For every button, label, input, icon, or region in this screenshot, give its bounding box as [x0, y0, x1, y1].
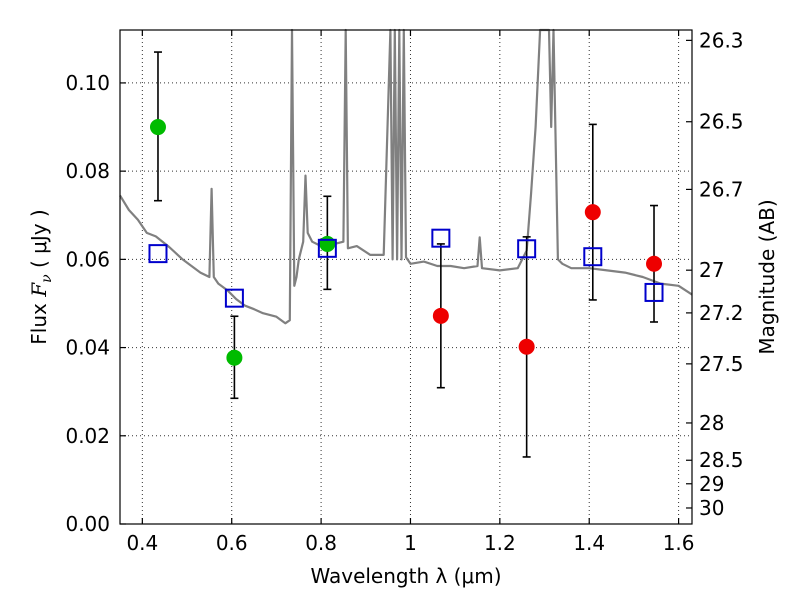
photometry-point: [646, 255, 663, 272]
y-tick-label: 0.06: [65, 247, 110, 271]
y-axis-label: Flux Fν ( μJy ): [27, 209, 55, 344]
model-band-square: [317, 238, 337, 258]
mag-tick-label: 28.5: [699, 448, 744, 472]
photometry-point: [149, 119, 166, 136]
mag-tick-label: 27: [699, 258, 724, 282]
y-tick-label: 0.00: [65, 512, 110, 536]
photometry-point: [432, 307, 449, 324]
model-spectrum-line: [119, 28, 693, 325]
data-points-layer: [148, 51, 664, 458]
y-axis-label-prefix: Flux: [27, 297, 51, 345]
mag-tick-label: 27.5: [699, 352, 744, 376]
x-tick-label: 1.4: [573, 531, 605, 555]
y-tick-label: 0.04: [65, 336, 110, 360]
x-axis-label: Wavelength λ (μm): [310, 564, 501, 588]
model-band-square: [644, 282, 664, 302]
y-tick-label: 0.02: [65, 424, 110, 448]
y2-axis-label: Magnitude (AB): [755, 199, 779, 354]
x-tick-label: 0.6: [216, 531, 248, 555]
x-tick-label: 0.8: [305, 531, 337, 555]
x-tick-label: 0.4: [126, 531, 158, 555]
x-tick-label: 1.2: [484, 531, 516, 555]
y-axis-label-sub: ν: [39, 274, 55, 283]
y-axis-label-suffix: ( μJy ): [27, 209, 51, 274]
mag-tick-label: 28: [699, 411, 724, 435]
y-axis-label-var: F: [27, 282, 51, 298]
photometry-point: [319, 235, 336, 252]
x-tick-label: 1: [404, 531, 417, 555]
mag-tick-label: 29: [699, 472, 724, 496]
photometry-point: [584, 204, 601, 221]
photometry-point: [226, 349, 243, 366]
model-band-square: [431, 228, 451, 248]
x-tick-label: 1.6: [663, 531, 695, 555]
model-band-square: [224, 288, 244, 308]
y-tick-label: 0.10: [65, 71, 110, 95]
model-spectrum-layer: [119, 28, 693, 325]
mag-tick-label: 26.5: [699, 110, 744, 134]
mag-tick-label: 26.3: [699, 28, 744, 52]
y-tick-label: 0.08: [65, 159, 110, 183]
grid: [120, 30, 692, 525]
mag-tick-label: 30: [699, 496, 724, 520]
model-band-square: [148, 244, 168, 264]
axis-ticks: 0.4 0.6 0.8 1 1.2 1.4 1.6 0.00 0.02 0.04 0.06 0.08 0…: [65, 28, 743, 555]
photometry-point: [518, 338, 535, 355]
mag-tick-label: 26.7: [699, 177, 744, 201]
plot-frame: [119, 29, 693, 525]
model-band-square: [517, 239, 537, 259]
model-band-square: [583, 247, 603, 267]
mag-tick-label: 27.2: [699, 301, 744, 325]
